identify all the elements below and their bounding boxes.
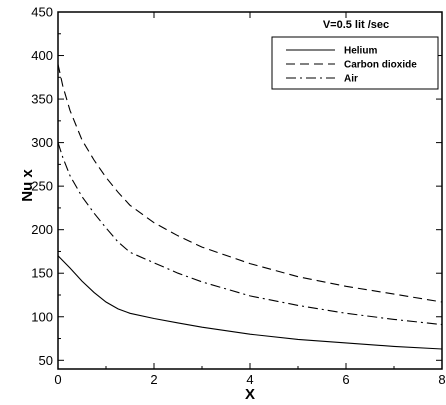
- y-tick-label: 250: [31, 179, 53, 194]
- y-axis-ticks: 50 100 150 200 250 300 350 400 450: [31, 5, 442, 368]
- y-tick-label: 350: [31, 92, 53, 107]
- y-tick-label: 450: [31, 5, 53, 20]
- y-axis-title: Nu x: [19, 169, 36, 202]
- x-axis-title: X: [245, 386, 255, 403]
- y-tick-label: 50: [39, 353, 53, 368]
- x-tick-label: 6: [342, 372, 349, 387]
- y-tick-label: 300: [31, 135, 53, 150]
- series-line-0: [57, 255, 443, 350]
- legend-label-2: Air: [344, 74, 358, 85]
- y-tick-label: 200: [31, 222, 53, 237]
- legend-box: [271, 36, 439, 90]
- x-tick-label: 0: [54, 372, 61, 387]
- series-line-2: [57, 142, 443, 326]
- series-line-1: [57, 64, 443, 303]
- legend: Helium Carbon dioxide Air: [271, 36, 439, 90]
- legend-label-0: Helium: [344, 46, 377, 57]
- x-tick-label: 4: [246, 372, 253, 387]
- series-lines: [57, 64, 443, 350]
- y-tick-label: 100: [31, 309, 53, 324]
- y-tick-label: 150: [31, 266, 53, 281]
- y-tick-label: 400: [31, 48, 53, 63]
- x-axis-ticks: 0 2 4 6 8: [54, 12, 446, 387]
- x-tick-label: 8: [438, 372, 445, 387]
- condition-annotation: V=0.5 lit /sec: [323, 19, 389, 31]
- legend-label-1: Carbon dioxide: [344, 60, 417, 71]
- x-tick-label: 2: [150, 372, 157, 387]
